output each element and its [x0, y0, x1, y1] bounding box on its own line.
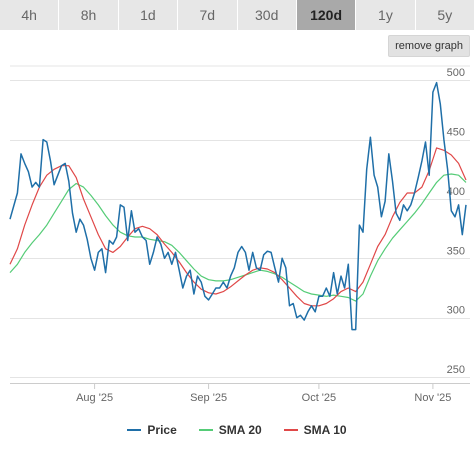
tab-120d[interactable]: 120d: [296, 0, 357, 30]
legend-swatch-sma20: [198, 429, 213, 431]
legend-label-sma20: SMA 20: [218, 423, 262, 437]
tab-1d[interactable]: 1d: [119, 0, 179, 30]
tab-7d[interactable]: 7d: [178, 0, 238, 30]
legend-swatch-price: [127, 429, 142, 431]
legend-swatch-sma10: [283, 429, 298, 431]
tab-1y[interactable]: 1y: [356, 0, 416, 30]
x-tick-label: Sep '25: [190, 392, 227, 404]
legend-item-sma20[interactable]: SMA 20: [198, 420, 262, 440]
tab-30d[interactable]: 30d: [238, 0, 297, 30]
tab-8h[interactable]: 8h: [59, 0, 119, 30]
y-tick-label: 400: [447, 186, 465, 198]
series-line-sma10: [9, 147, 467, 307]
tab-4h[interactable]: 4h: [0, 0, 60, 30]
chart-legend: Price SMA 20 SMA 10: [0, 420, 474, 440]
y-tick-label: 500: [447, 67, 465, 79]
chart-series: [9, 81, 467, 331]
y-tick-label: 350: [447, 245, 465, 257]
x-tick-label: Aug '25: [76, 392, 113, 404]
series-line-price: [9, 81, 467, 331]
legend-label-sma10: SMA 10: [303, 423, 347, 437]
legend-item-sma10[interactable]: SMA 10: [283, 420, 347, 440]
timeframe-tabs: 4h 8h 1d 7d 30d 120d 1y 5y: [0, 0, 474, 30]
legend-item-price[interactable]: Price: [127, 420, 177, 440]
y-tick-label: 250: [447, 364, 465, 376]
chart-grid: [10, 65, 470, 384]
x-tick-label: Oct '25: [302, 392, 337, 404]
y-axis-ticks: 250 300 350 400 450 500: [447, 67, 465, 376]
legend-label-price: Price: [147, 423, 177, 437]
y-tick-label: 450: [447, 127, 465, 139]
x-tick-label: Nov '25: [414, 392, 451, 404]
y-tick-label: 300: [447, 305, 465, 317]
series-line-sma20: [9, 173, 467, 302]
tab-5y[interactable]: 5y: [437, 7, 453, 23]
remove-graph-button[interactable]: remove graph: [388, 35, 470, 57]
x-axis-ticks: Aug '25 Sep '25 Oct '25 Nov '25: [76, 383, 451, 404]
